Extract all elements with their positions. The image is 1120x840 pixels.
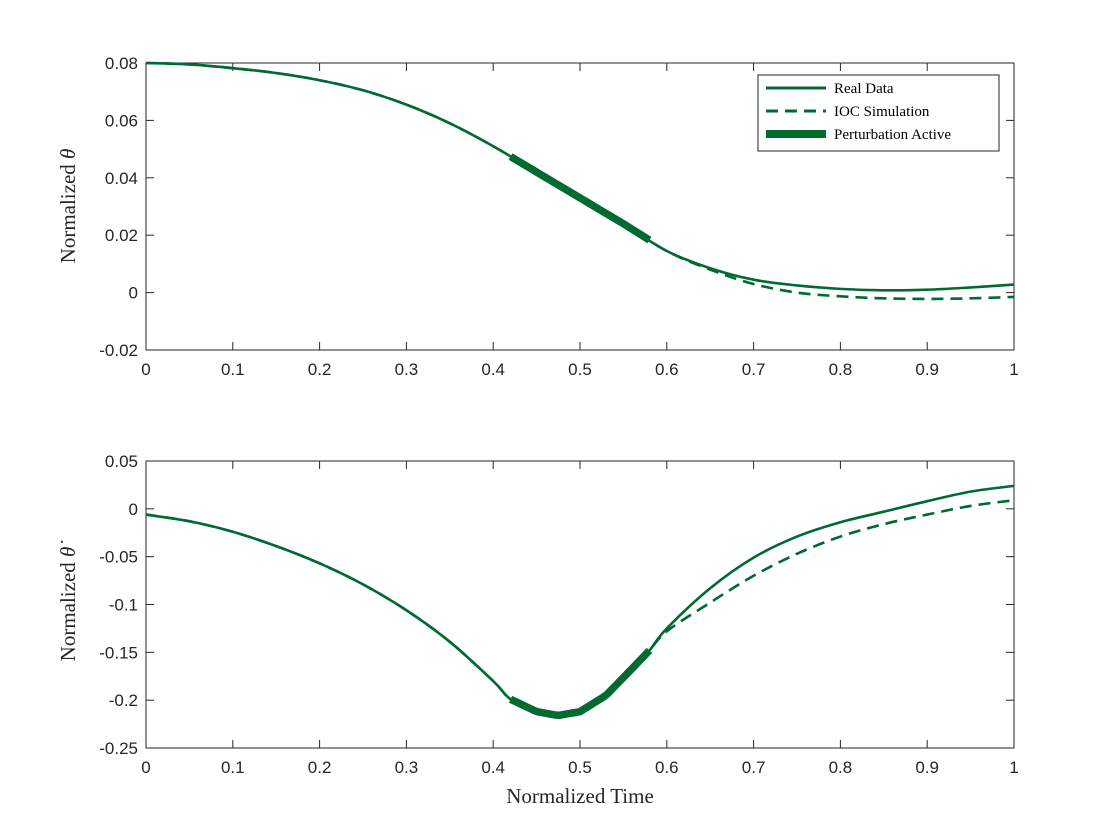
theta-x-tick-label: 0.2 <box>308 360 332 379</box>
legend-label-perturbation-active: Perturbation Active <box>834 127 951 143</box>
theta-y-tick-label: 0.08 <box>105 54 138 73</box>
theta-perturbation-active-segment <box>508 153 652 244</box>
theta-y-tick-label: -0.02 <box>99 341 138 360</box>
theta-dot-y-tick-labels: -0.25 -0.2 -0.15 -0.1 -0.05 0 0.05 <box>99 452 138 758</box>
theta-dot-y-tick-label: -0.2 <box>109 691 138 710</box>
theta-dot-subplot: 0 0.1 0.2 0.3 0.4 0.5 0.6 0.7 0.8 0.9 1 -0.25-0.2-… <box>56 452 1019 808</box>
theta-dot-y-tick-label: -0.15 <box>99 643 138 662</box>
theta-x-tick-label: 0.7 <box>742 360 766 379</box>
theta-dot-x-tick-label: 0.4 <box>481 758 505 777</box>
theta-series <box>145 61 1015 301</box>
theta-dot-x-tick-label: 0.8 <box>829 758 853 777</box>
theta-dot-y-tick-label: -0.25 <box>99 739 138 758</box>
theta-dot-perturbation-active-segment <box>508 647 653 720</box>
theta-dot-x-tick-label: 1 <box>1009 758 1018 777</box>
theta-x-tick-label: 0.5 <box>568 360 592 379</box>
theta-dot-x-tick-label: 0.7 <box>742 758 766 777</box>
theta-subplot: 0 0.1 0.2 0.3 0.4 0.5 0.6 0.7 0.8 0.9 1 -0.0200.02… <box>56 54 1019 379</box>
theta-x-tick-label: 1 <box>1009 360 1018 379</box>
theta-y-tick-labels: -0.02 0 0.02 0.04 0.06 0.08 <box>99 54 138 360</box>
theta-dot-x-tick-label: 0.5 <box>568 758 592 777</box>
theta-dot-x-tick-label: 0.1 <box>221 758 245 777</box>
theta-x-tick-label: 0 <box>141 360 150 379</box>
theta-y-tick-label: 0 <box>129 284 138 303</box>
theta-dot-x-tick-label: 0.9 <box>915 758 939 777</box>
theta-x-tick-labels: 0 0.1 0.2 0.3 0.4 0.5 0.6 0.7 0.8 0.9 1 <box>141 360 1018 379</box>
theta-dot-x-tick-label: 0.2 <box>308 758 332 777</box>
theta-dot-y-tick-label: 0 <box>129 500 138 519</box>
theta-x-tick-label: 0.8 <box>829 360 853 379</box>
theta-x-tick-label: 0.1 <box>221 360 245 379</box>
theta-dot-y-axis-label: Normalized θ̇ <box>56 541 80 662</box>
theta-dot-x-tick-label: 0 <box>141 758 150 777</box>
theta-y-tick-label: 0.04 <box>105 169 138 188</box>
theta-y-axis-label: Normalized θ <box>56 149 80 264</box>
theta-y-tick-label: 0.06 <box>105 111 138 130</box>
theta-y-tick-label: 0.02 <box>105 226 138 245</box>
theta-dot-y-tick-label: -0.05 <box>99 548 138 567</box>
theta-dot-x-tick-label: 0.3 <box>395 758 419 777</box>
theta-x-tick-label: 0.6 <box>655 360 679 379</box>
theta-dot-ticks <box>145 460 1015 749</box>
theta-ticks <box>145 62 1015 351</box>
theta-x-tick-label: 0.3 <box>395 360 419 379</box>
legend-label-ioc-simulation: IOC Simulation <box>834 104 930 120</box>
theta-dot-y-tick-label: 0.05 <box>105 452 138 471</box>
theta-dot-series <box>145 484 1015 720</box>
legend: Real Data IOC Simulation Perturbation Ac… <box>757 74 1000 152</box>
theta-dot-x-tick-label: 0.6 <box>655 758 679 777</box>
theta-x-tick-label: 0.9 <box>915 360 939 379</box>
legend-label-real-data: Real Data <box>834 81 894 97</box>
theta-x-tick-label: 0.4 <box>481 360 505 379</box>
x-axis-label: Normalized Time <box>506 784 654 808</box>
theta-dot-y-tick-label: -0.1 <box>109 596 138 615</box>
theta-dot-x-tick-labels: 0 0.1 0.2 0.3 0.4 0.5 0.6 0.7 0.8 0.9 1 <box>141 758 1018 777</box>
